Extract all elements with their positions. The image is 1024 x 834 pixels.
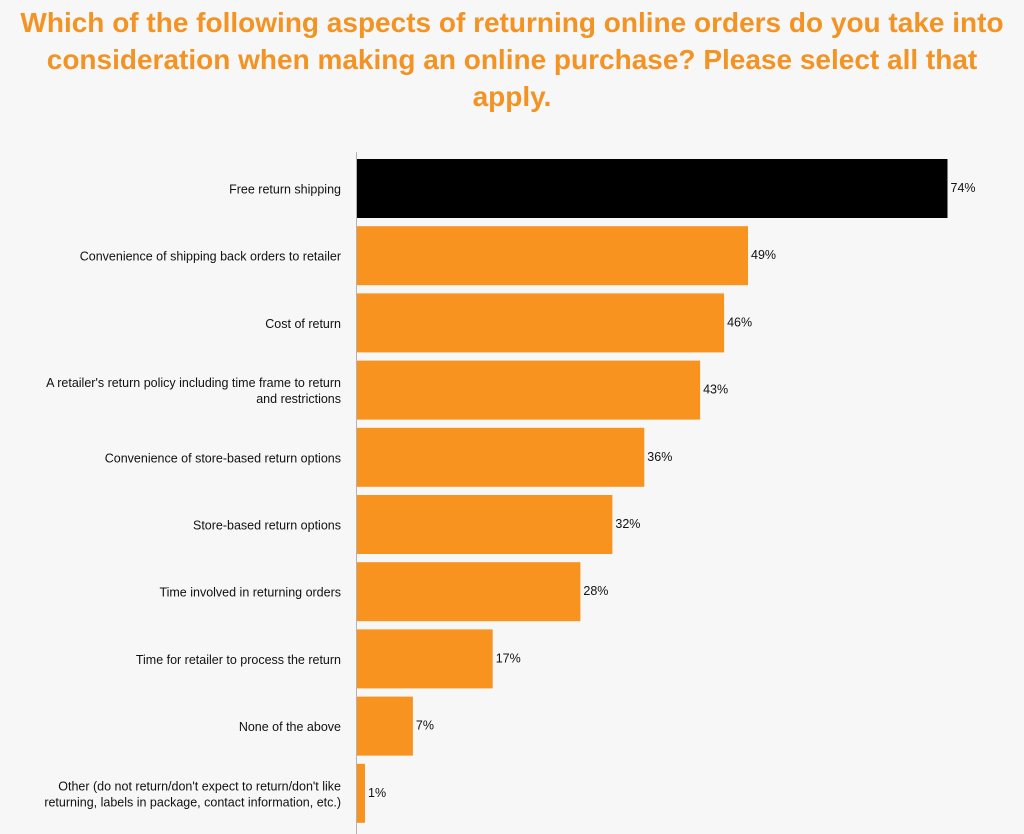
bar-0 bbox=[357, 159, 948, 218]
value-label-1: 49% bbox=[751, 248, 776, 262]
value-label-5: 32% bbox=[615, 517, 640, 531]
category-label-0: Free return shipping bbox=[229, 183, 341, 197]
category-label-5: Store-based return options bbox=[193, 519, 341, 533]
bar-5 bbox=[357, 495, 613, 554]
bar-4 bbox=[357, 427, 645, 487]
bar-6 bbox=[357, 562, 581, 622]
chart-title: Which of the following aspects of return… bbox=[20, 7, 1004, 112]
bar-7 bbox=[357, 629, 493, 689]
value-label-4: 36% bbox=[647, 450, 672, 464]
value-label-3: 43% bbox=[703, 383, 728, 397]
value-label-8: 7% bbox=[416, 719, 434, 733]
value-label-0: 74% bbox=[951, 181, 976, 195]
value-label-9: 1% bbox=[368, 786, 386, 800]
bar-1 bbox=[357, 226, 748, 286]
category-labels-group: Free return shipping Convenience of shipp… bbox=[44, 183, 341, 810]
category-label-2: Cost of return bbox=[265, 317, 341, 331]
category-label-7: Time for retailer to process the return bbox=[136, 653, 341, 667]
value-label-7: 17% bbox=[496, 651, 521, 665]
bar-3 bbox=[357, 360, 701, 420]
bar-9 bbox=[357, 763, 365, 823]
category-label-6: Time involved in returning orders bbox=[159, 586, 341, 600]
bar-8 bbox=[357, 696, 413, 756]
value-label-2: 46% bbox=[727, 315, 752, 329]
category-label-9: Other (do not return/don't expect to ret… bbox=[44, 779, 341, 809]
category-label-3: A retailer's return policy including tim… bbox=[46, 376, 341, 406]
category-label-1: Convenience of shipping back orders to r… bbox=[80, 250, 341, 264]
bar-2 bbox=[357, 293, 725, 353]
category-label-4: Convenience of store-based return option… bbox=[105, 451, 341, 465]
value-labels-group: 74% 49% 46% 43% 36% 32% 28% 17% 7% 1% bbox=[368, 181, 976, 800]
category-label-8: None of the above bbox=[239, 720, 341, 734]
value-label-6: 28% bbox=[583, 584, 608, 598]
bars-group bbox=[357, 159, 948, 823]
